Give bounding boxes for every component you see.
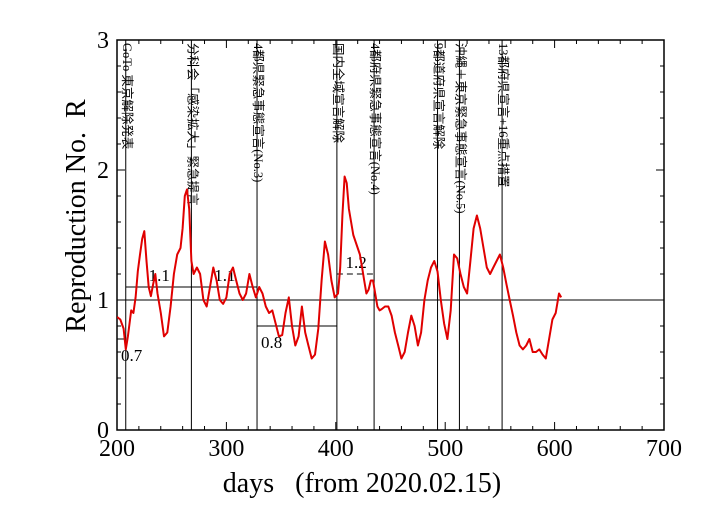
event-label-3: 国内全域宣言解除 — [331, 43, 346, 144]
y-axis-title: Reproduction No. R — [61, 99, 92, 333]
event-lines-layer: GoTo 東京解除発表 分科会「感染拡大」緊急提言 4都県緊急事態宣言(No.3) 国… — [120, 40, 511, 430]
event-label-4: 4都府県緊急事態宣言(No.4) — [368, 43, 383, 195]
y-tick-label-3: 3 — [97, 28, 109, 54]
level-label-3: 0.8 — [261, 333, 282, 352]
y-tick-label-2: 2 — [97, 158, 109, 184]
level-label-1: 1.1 — [149, 266, 170, 285]
y-tick-label-0: 0 — [97, 418, 109, 444]
x-tick-label-4: 600 — [537, 436, 573, 462]
x-tick-label-1: 300 — [208, 436, 244, 462]
event-label-7: 13都府県宣言+16重点措置 — [496, 43, 511, 188]
x-axis-title: days (from 2020.02.15) — [223, 468, 501, 499]
level-label-0: 0.7 — [121, 346, 143, 365]
x-tick-label-2: 400 — [318, 436, 354, 462]
x-tick-label-5: 700 — [646, 436, 682, 462]
x-tick-label-0: 200 — [99, 436, 135, 462]
level-label-2: 1.1 — [214, 266, 235, 285]
event-label-6: 沖縄＋東京緊急事態宣言(No.5) — [453, 43, 468, 213]
level-label-4: 1.2 — [345, 253, 366, 272]
x-tick-label-3: 500 — [427, 436, 463, 462]
y-tick-label-1: 1 — [97, 288, 109, 314]
tick-labels-layer: 200 300 400 500 600 700 0 1 2 3 — [97, 28, 682, 462]
event-label-2: 4都県緊急事態宣言(No.3) — [251, 43, 266, 182]
plot-frame — [116, 39, 665, 431]
event-label-0: GoTo 東京解除発表 — [120, 43, 135, 150]
event-label-1: 分科会「感染拡大」緊急提言 — [185, 43, 200, 206]
level-segments-layer: 0.7 1.1 1.1 0.8 1.2 — [117, 253, 375, 365]
event-label-5: 9都道府県宣言解除 — [432, 43, 447, 150]
series-line-0 — [117, 175, 563, 360]
series-layer — [117, 175, 563, 360]
ticks-layer — [116, 39, 665, 431]
